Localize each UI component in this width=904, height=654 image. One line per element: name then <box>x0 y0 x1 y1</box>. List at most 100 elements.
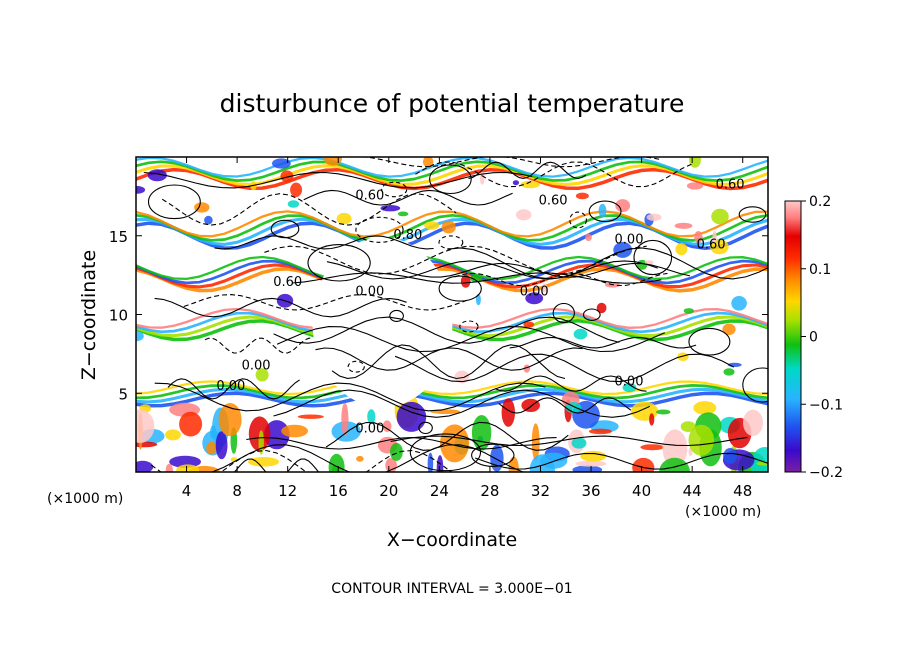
x-tick-label: 36 <box>581 482 600 500</box>
contour-loop <box>389 309 404 322</box>
x-axis-label: X−coordinate <box>387 529 517 551</box>
contour-line <box>454 272 668 287</box>
x-axis: 4 8 12 16 20 24 28 32 36 40 44 48 <box>182 157 752 500</box>
contour-loop <box>633 239 673 276</box>
color-cell <box>336 212 352 225</box>
contour-loop <box>381 181 408 198</box>
contour-line <box>315 347 583 371</box>
contour-loop <box>347 360 365 373</box>
color-cell <box>272 158 291 169</box>
y-tick-label: 15 <box>109 228 128 246</box>
color-cell <box>683 308 694 314</box>
contour-interval: CONTOUR INTERVAL = 3.000E−01 <box>331 581 572 597</box>
color-cell <box>585 233 592 242</box>
color-band <box>136 263 768 289</box>
color-cell <box>693 401 717 415</box>
contour-loop <box>569 211 587 229</box>
colorbar-tick-label: −0.2 <box>809 465 843 481</box>
color-cell <box>689 157 701 168</box>
contour-label: 0.60 <box>539 193 568 208</box>
contour-loop <box>429 164 472 195</box>
color-cell <box>598 203 607 218</box>
contour-line <box>204 337 313 354</box>
x-tick-label: 48 <box>733 482 752 500</box>
contour-line <box>276 326 666 353</box>
x-tick-label: 4 <box>182 482 192 500</box>
color-cell <box>454 370 470 384</box>
color-cell <box>218 403 242 437</box>
color-cell <box>644 260 654 265</box>
color-cell <box>136 330 144 342</box>
contour-label: 0.80 <box>393 228 422 243</box>
x-unit-right: (×1000 m) <box>685 504 761 520</box>
color-cell <box>423 157 434 168</box>
contour-loop <box>147 184 201 220</box>
contour-line <box>494 375 647 392</box>
color-band <box>136 387 768 404</box>
color-cell <box>281 424 308 438</box>
color-band <box>136 164 768 187</box>
color-cell <box>613 241 633 258</box>
color-cell <box>341 402 349 437</box>
contour-loop <box>438 235 464 250</box>
contour-label: 0.60 <box>355 189 384 204</box>
color-cell <box>571 437 587 449</box>
contour-line <box>291 272 662 284</box>
color-cell <box>615 199 631 213</box>
color-cell <box>656 409 671 415</box>
contour-line <box>154 382 546 412</box>
contour-loop <box>742 367 768 403</box>
x-tick-label: 44 <box>683 482 702 500</box>
color-cell <box>136 409 155 443</box>
contour-label: 0.60 <box>273 275 302 290</box>
contour-line <box>161 193 457 226</box>
color-band <box>136 160 768 182</box>
color-cell <box>176 464 200 472</box>
x-tick-label: 28 <box>480 482 499 500</box>
color-cell <box>367 409 376 424</box>
color-cell <box>441 220 456 234</box>
x-tick-label: 20 <box>379 482 398 500</box>
plot-area: 0.60 0.80 0.00 0.60 0.00 0.60 0.00 0.60 0.60 0.00… <box>136 157 768 472</box>
color-cell <box>436 455 444 472</box>
x-tick-label: 16 <box>329 482 348 500</box>
color-cell <box>573 328 588 340</box>
color-cell <box>731 296 747 311</box>
color-cell <box>297 414 324 419</box>
color-cell <box>390 442 403 461</box>
contour-line <box>273 389 651 418</box>
colorbar: 0.2 0.1 0 −0.1 −0.2 <box>784 194 843 481</box>
contour-line <box>394 353 735 383</box>
color-cell <box>516 209 532 221</box>
color-cell <box>501 398 515 427</box>
contour-line <box>183 294 470 311</box>
contour-line <box>498 397 632 414</box>
contour-labels: 0.60 0.80 0.00 0.60 0.00 0.60 0.00 0.60 0.60 0.00… <box>216 178 744 437</box>
color-cell <box>723 448 738 464</box>
color-cell <box>512 180 520 186</box>
color-cell <box>179 411 203 437</box>
color-cell <box>649 413 655 426</box>
y-axis-label: Z−coordinate <box>78 250 100 380</box>
contour-line <box>415 161 692 188</box>
color-cell <box>575 192 589 200</box>
color-cell <box>290 182 303 197</box>
contour-line <box>214 235 434 250</box>
color-cell <box>646 213 662 221</box>
color-cell <box>520 180 540 189</box>
color-cell <box>169 455 202 468</box>
x-unit-left: (×1000 m) <box>47 491 123 507</box>
x-tick-label: 24 <box>430 482 449 500</box>
colorbar-tick-label: 0.1 <box>809 262 831 278</box>
contour-line <box>167 378 300 400</box>
contour-loop <box>588 200 622 223</box>
color-cell <box>206 441 218 455</box>
color-cell <box>722 323 736 336</box>
contour-line <box>468 161 587 179</box>
contour-line <box>447 247 768 280</box>
color-cell <box>248 457 280 467</box>
color-cell <box>743 409 763 436</box>
contour-loop <box>307 244 371 282</box>
color-cell <box>264 420 290 450</box>
